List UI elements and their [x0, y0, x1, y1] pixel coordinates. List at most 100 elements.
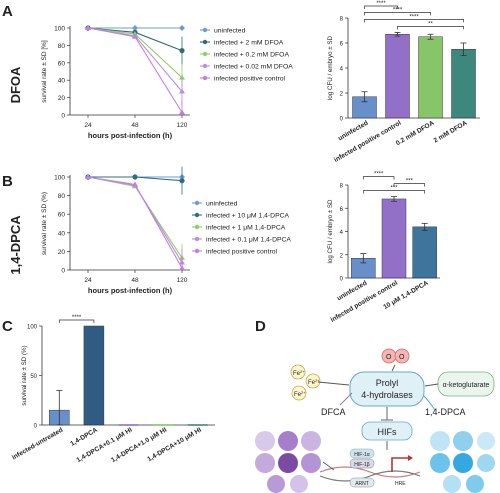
y-axis-label: log CFU / embryo ± SD [327, 199, 334, 263]
legend-label: uninfected [206, 201, 238, 208]
y-tick-label: 40 [58, 230, 66, 237]
prolyl-hydrolase-box [349, 371, 425, 407]
row-label-dfoa: DFOA [8, 66, 23, 103]
chart-b-survival: 0 20 40 60 80 100 24 48 120 hours post-infection … [41, 166, 291, 295]
y-tick-label: 4 [340, 230, 344, 236]
legend-marker [194, 212, 200, 218]
bar [385, 34, 410, 119]
y-tick-label: 60 [58, 60, 66, 67]
legend-label: infected + 2 mM DFOA [214, 40, 284, 47]
o2-arrow [391, 364, 396, 372]
svg-text:Fe2+: Fe2+ [293, 369, 305, 377]
legend-marker [194, 236, 200, 242]
y-tick-label: 0 [61, 113, 65, 120]
y-tick-label: 4 [340, 67, 344, 73]
legend-marker [194, 224, 200, 230]
y-tick-label: 6 [340, 207, 344, 213]
significance-bracket [364, 19, 464, 23]
significance-bracket [397, 26, 464, 30]
series-line [87, 176, 183, 269]
legend-marker [202, 75, 208, 81]
y-tick-label: 60 [58, 212, 66, 219]
significance-bracket [362, 176, 395, 180]
legend-label: infected + 0.2 mM DFOA [214, 52, 289, 59]
prolyl-label-2: 4-hydrolases [361, 390, 413, 400]
y-tick-label: 0 [340, 277, 344, 283]
legend-label: infected + 0.1 μM 1,4-DPCA [206, 237, 291, 244]
y-tick-label: 0 [61, 268, 65, 275]
significance-bracket [58, 319, 95, 323]
x-axis-label: hours post-infection (h) [88, 286, 173, 295]
svg-text:O: O [399, 354, 405, 361]
y-tick-label: 0 [34, 424, 38, 430]
data-point [179, 265, 185, 271]
x-tick-label: 48 [131, 277, 139, 284]
x-tick-label: 24 [84, 122, 92, 129]
bar [83, 325, 105, 426]
y-axis-label: log CFU / embryo ± SD [327, 36, 334, 100]
significance-label: *** [406, 179, 414, 185]
legend-marker [202, 27, 208, 33]
chart-c-survival-bars: 0 50 100 survival rate ± SD (%) infected-unt… [11, 315, 215, 464]
blue-cell-cluster [430, 431, 495, 493]
significance-label: *** [390, 186, 398, 192]
svg-text:O: O [386, 354, 392, 361]
x-tick-label: 24 [84, 277, 92, 284]
significance-bracket [393, 183, 426, 187]
legend-label: infected + 10 μM 1,4-DPCA [206, 213, 290, 220]
data-point [132, 25, 138, 31]
x-tick-label: infected-untreated [11, 427, 64, 462]
y-tick-label: 20 [58, 95, 66, 102]
significance-bracket [362, 190, 426, 194]
x-tick-label: 2 mM DFOA [433, 120, 469, 145]
panel-letter-a: A [2, 3, 13, 20]
y-tick-label: 0 [340, 117, 344, 123]
bar [381, 198, 407, 279]
akg-label: α-ketoglutarate [443, 382, 490, 389]
x-axis-label: hours post-infection (h) [88, 131, 173, 140]
data-point [85, 174, 91, 179]
x-tick-label: 120 [177, 122, 188, 129]
series-line [87, 176, 183, 259]
data-point [132, 181, 138, 187]
dfca-inhibit-line [339, 392, 353, 406]
y-tick-label: 100 [27, 325, 38, 331]
panel-letter-c: C [2, 318, 13, 335]
data-point [132, 174, 138, 180]
significance-label: **** [376, 1, 386, 7]
fe-arrow [317, 381, 350, 386]
oxygen-molecule: O O [381, 348, 410, 364]
hif1a-label: HIF-1α [354, 452, 370, 458]
data-point [85, 25, 91, 30]
y-tick-label: 80 [58, 193, 66, 200]
y-tick-label: 20 [58, 249, 66, 256]
bar [451, 49, 476, 119]
significance-label: **** [72, 315, 82, 321]
legend-marker [202, 39, 208, 45]
panel-letter-b: B [2, 173, 13, 190]
data-point [179, 109, 185, 115]
legend-label: infected positive control [206, 249, 278, 256]
y-tick-label: 50 [30, 374, 37, 380]
y-axis-label: survival rate ± SD [%] [41, 40, 48, 103]
data-point [179, 178, 185, 184]
series-line [87, 27, 183, 113]
chart-a-survival: 0 20 40 60 80 100 24 48 120 hours post-infection … [41, 25, 293, 140]
legend-label: infected + 1 μM 1,4-DPCA [206, 225, 286, 232]
arnt-label: ARNT [355, 481, 369, 487]
x-tick-label: 48 [131, 122, 139, 129]
legend-marker [194, 200, 200, 206]
hre-label: HRE [395, 481, 406, 487]
y-tick-label: 40 [58, 78, 66, 85]
y-tick-label: 2 [340, 253, 344, 259]
hifs-box [361, 421, 413, 441]
hif1b-label: HIF-1β [354, 462, 370, 468]
series-line [87, 176, 183, 263]
significance-bracket [364, 5, 398, 9]
hif-pathway-diagram: Fe2+ Fe2+ Fe2+ O O Prolyl 4-hydrolases α… [255, 348, 495, 493]
dna-strand [319, 466, 421, 478]
panel-letter-d: D [255, 318, 266, 335]
x-tick-label: 120 [177, 277, 188, 284]
